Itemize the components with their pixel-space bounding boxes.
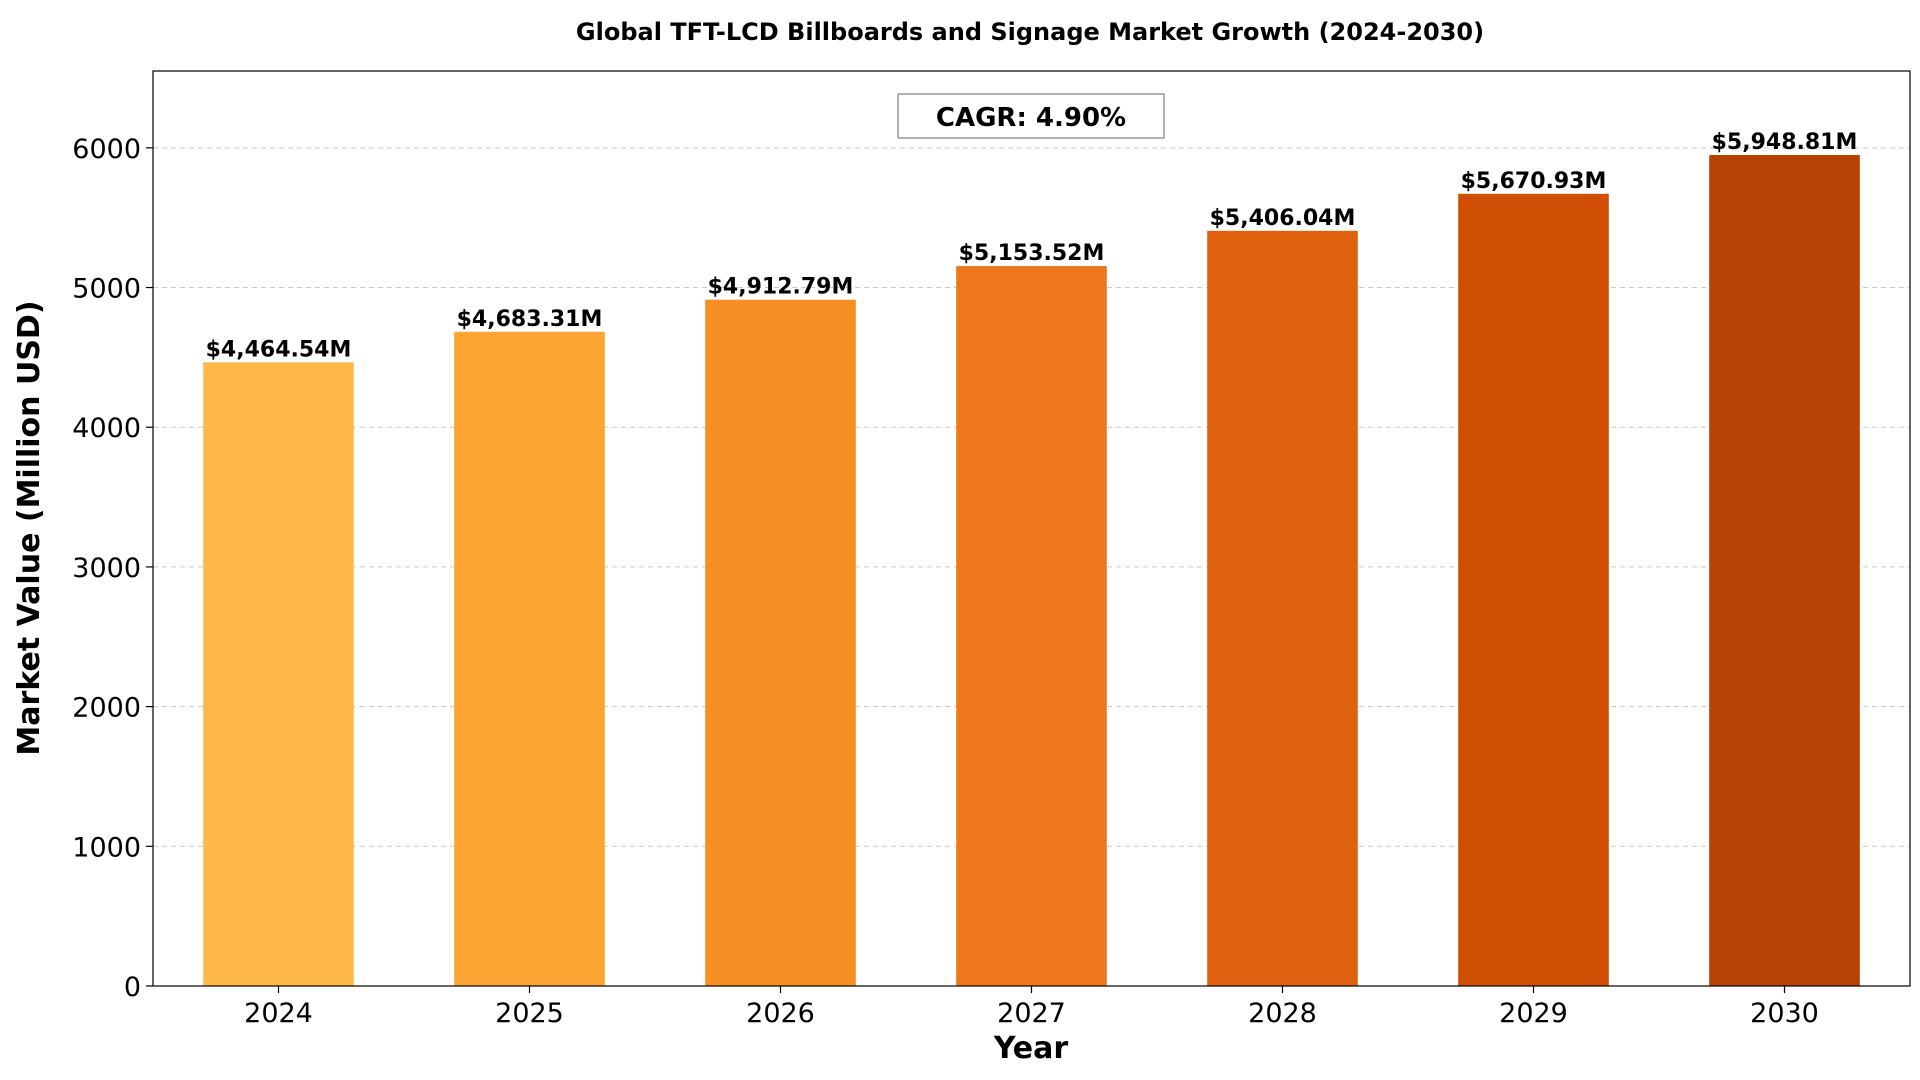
x-tick-label-2026: 2026: [746, 998, 815, 1029]
x-tick-label-2028: 2028: [1248, 998, 1317, 1029]
bar-2024: [203, 362, 354, 986]
bar-2025: [454, 331, 605, 987]
cagr-annotation-box: [897, 93, 1165, 139]
bar-data-labels: $4,464.54M $4,683.31M $4,912.79M $5,153.52M…: [206, 130, 1858, 362]
cagr-annotation: CAGR: 4.90%: [897, 93, 1165, 139]
y-tick-label: 5000: [72, 274, 141, 305]
bar-2030: [1709, 154, 1860, 986]
y-tick-label: 4000: [72, 413, 141, 444]
data-label-2025: $4,683.31M: [457, 307, 603, 332]
bar-2028: [1207, 230, 1358, 986]
x-axis-label: Year: [993, 1031, 1069, 1066]
cagr-annotation-text: CAGR: 4.90%: [936, 103, 1126, 133]
y-tick-label: 6000: [72, 134, 141, 165]
data-label-2026: $4,912.79M: [708, 275, 854, 300]
data-label-2024: $4,464.54M: [206, 337, 352, 362]
y-tick-label: 2000: [72, 693, 141, 724]
y-tick-label: 0: [124, 972, 141, 1003]
bar-2026: [705, 299, 856, 987]
y-tick-label: 1000: [72, 832, 141, 863]
chart-title: Global TFT-LCD Billboards and Signage Ma…: [576, 18, 1484, 46]
data-label-2029: $5,670.93M: [1461, 169, 1607, 194]
x-tick-label-2029: 2029: [1499, 998, 1568, 1029]
y-tick-label: 3000: [72, 553, 141, 584]
x-tick-label-2024: 2024: [244, 998, 313, 1029]
data-label-2027: $5,153.52M: [959, 241, 1105, 266]
x-axis-ticks: 2024 2025 2026 2027 2028 2029 2030: [244, 986, 1819, 1029]
x-tick-label-2027: 2027: [997, 998, 1066, 1029]
data-label-2030: $5,948.81M: [1712, 130, 1858, 155]
y-axis-label: Market Value (Million USD): [12, 300, 47, 755]
x-tick-label-2025: 2025: [495, 998, 564, 1029]
y-axis-ticks: 0 1000 2000 3000 4000 5000 6000: [72, 134, 153, 1003]
x-tick-label-2030: 2030: [1750, 998, 1819, 1029]
bar-2029: [1458, 193, 1609, 986]
bar-2027: [956, 266, 1107, 986]
data-label-2028: $5,406.04M: [1210, 206, 1356, 231]
y-gridlines: [153, 147, 1910, 847]
bars: [203, 154, 1860, 987]
